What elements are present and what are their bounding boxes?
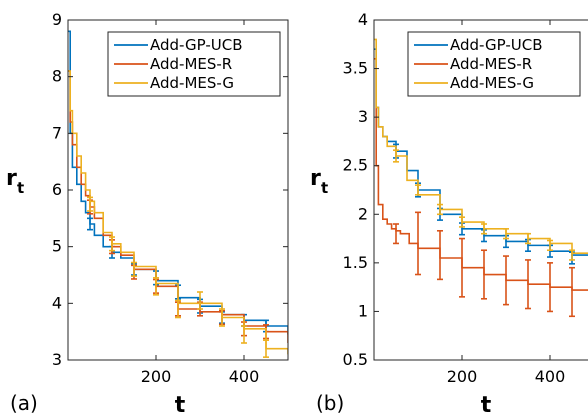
y-tick-label: 1 [358,301,368,320]
error-bar [547,262,553,313]
y-tick-label: 4 [358,10,368,29]
legend-label: Add-MES-R [150,55,232,73]
legend-label: Add-GP-UCB [150,36,243,54]
panel-label: (a) [10,391,38,415]
y-tick-label: 3 [358,107,368,126]
y-tick-label: 6 [52,180,62,199]
error-bar [437,203,443,216]
y-tick-label: 3.5 [343,59,368,78]
error-bar [547,239,553,252]
error-bar [525,232,531,245]
error-bar [153,277,159,296]
legend-label: Add-MES-G [150,74,234,92]
y-axis-label: r [6,166,17,191]
error-bar [503,228,509,240]
y-axis-label-subscript: t [17,179,24,197]
x-axis-label: t [481,393,492,416]
legend-label: Add-MES-G [450,74,534,92]
y-tick-label: 3 [52,350,62,369]
error-bar [197,291,203,310]
legend-label: Add-MES-R [450,55,532,73]
error-bar [87,196,93,212]
error-bar [569,249,575,261]
y-tick-label: 4 [52,293,62,312]
error-bar [481,223,487,235]
error-bar [437,230,443,281]
x-tick-label: 200 [141,367,172,386]
x-axis-label: t [175,393,186,416]
series-line-add-mes-g [374,38,588,254]
error-bar [131,261,137,277]
y-tick-label: 1.5 [343,253,368,272]
y-tick-label: 9 [52,10,62,29]
error-bar [459,237,465,298]
plot-area [374,38,588,318]
y-tick-label: 5 [52,237,62,256]
y-tick-label: 0.5 [343,350,368,369]
x-tick-label: 200 [447,367,478,386]
y-axis-label-subscript: t [321,179,328,197]
error-bar [415,184,421,196]
error-bar [109,236,115,252]
x-tick-label: 400 [229,367,260,386]
error-bar [459,216,465,228]
error-bar [415,211,421,276]
y-tick-label: 7 [52,123,62,142]
error-bar [393,149,399,163]
error-bar [219,308,225,327]
legend-label: Add-GP-UCB [450,36,543,54]
error-bar [263,339,269,358]
error-bar [569,266,575,318]
y-tick-label: 2 [358,204,368,223]
panel-label: (b) [316,391,344,415]
plot-area [68,30,288,358]
y-tick-label: 2.5 [343,156,368,175]
y-tick-label: 8 [52,67,62,86]
y-axis-label: r [310,166,321,191]
error-bar [481,249,487,300]
error-bar [393,223,399,245]
error-bar [241,325,247,344]
error-bar [503,255,509,306]
axes-frame [373,19,588,361]
error-bar [87,217,93,231]
error-bar [175,299,181,319]
error-bar [525,259,531,310]
x-tick-label: 400 [535,367,566,386]
